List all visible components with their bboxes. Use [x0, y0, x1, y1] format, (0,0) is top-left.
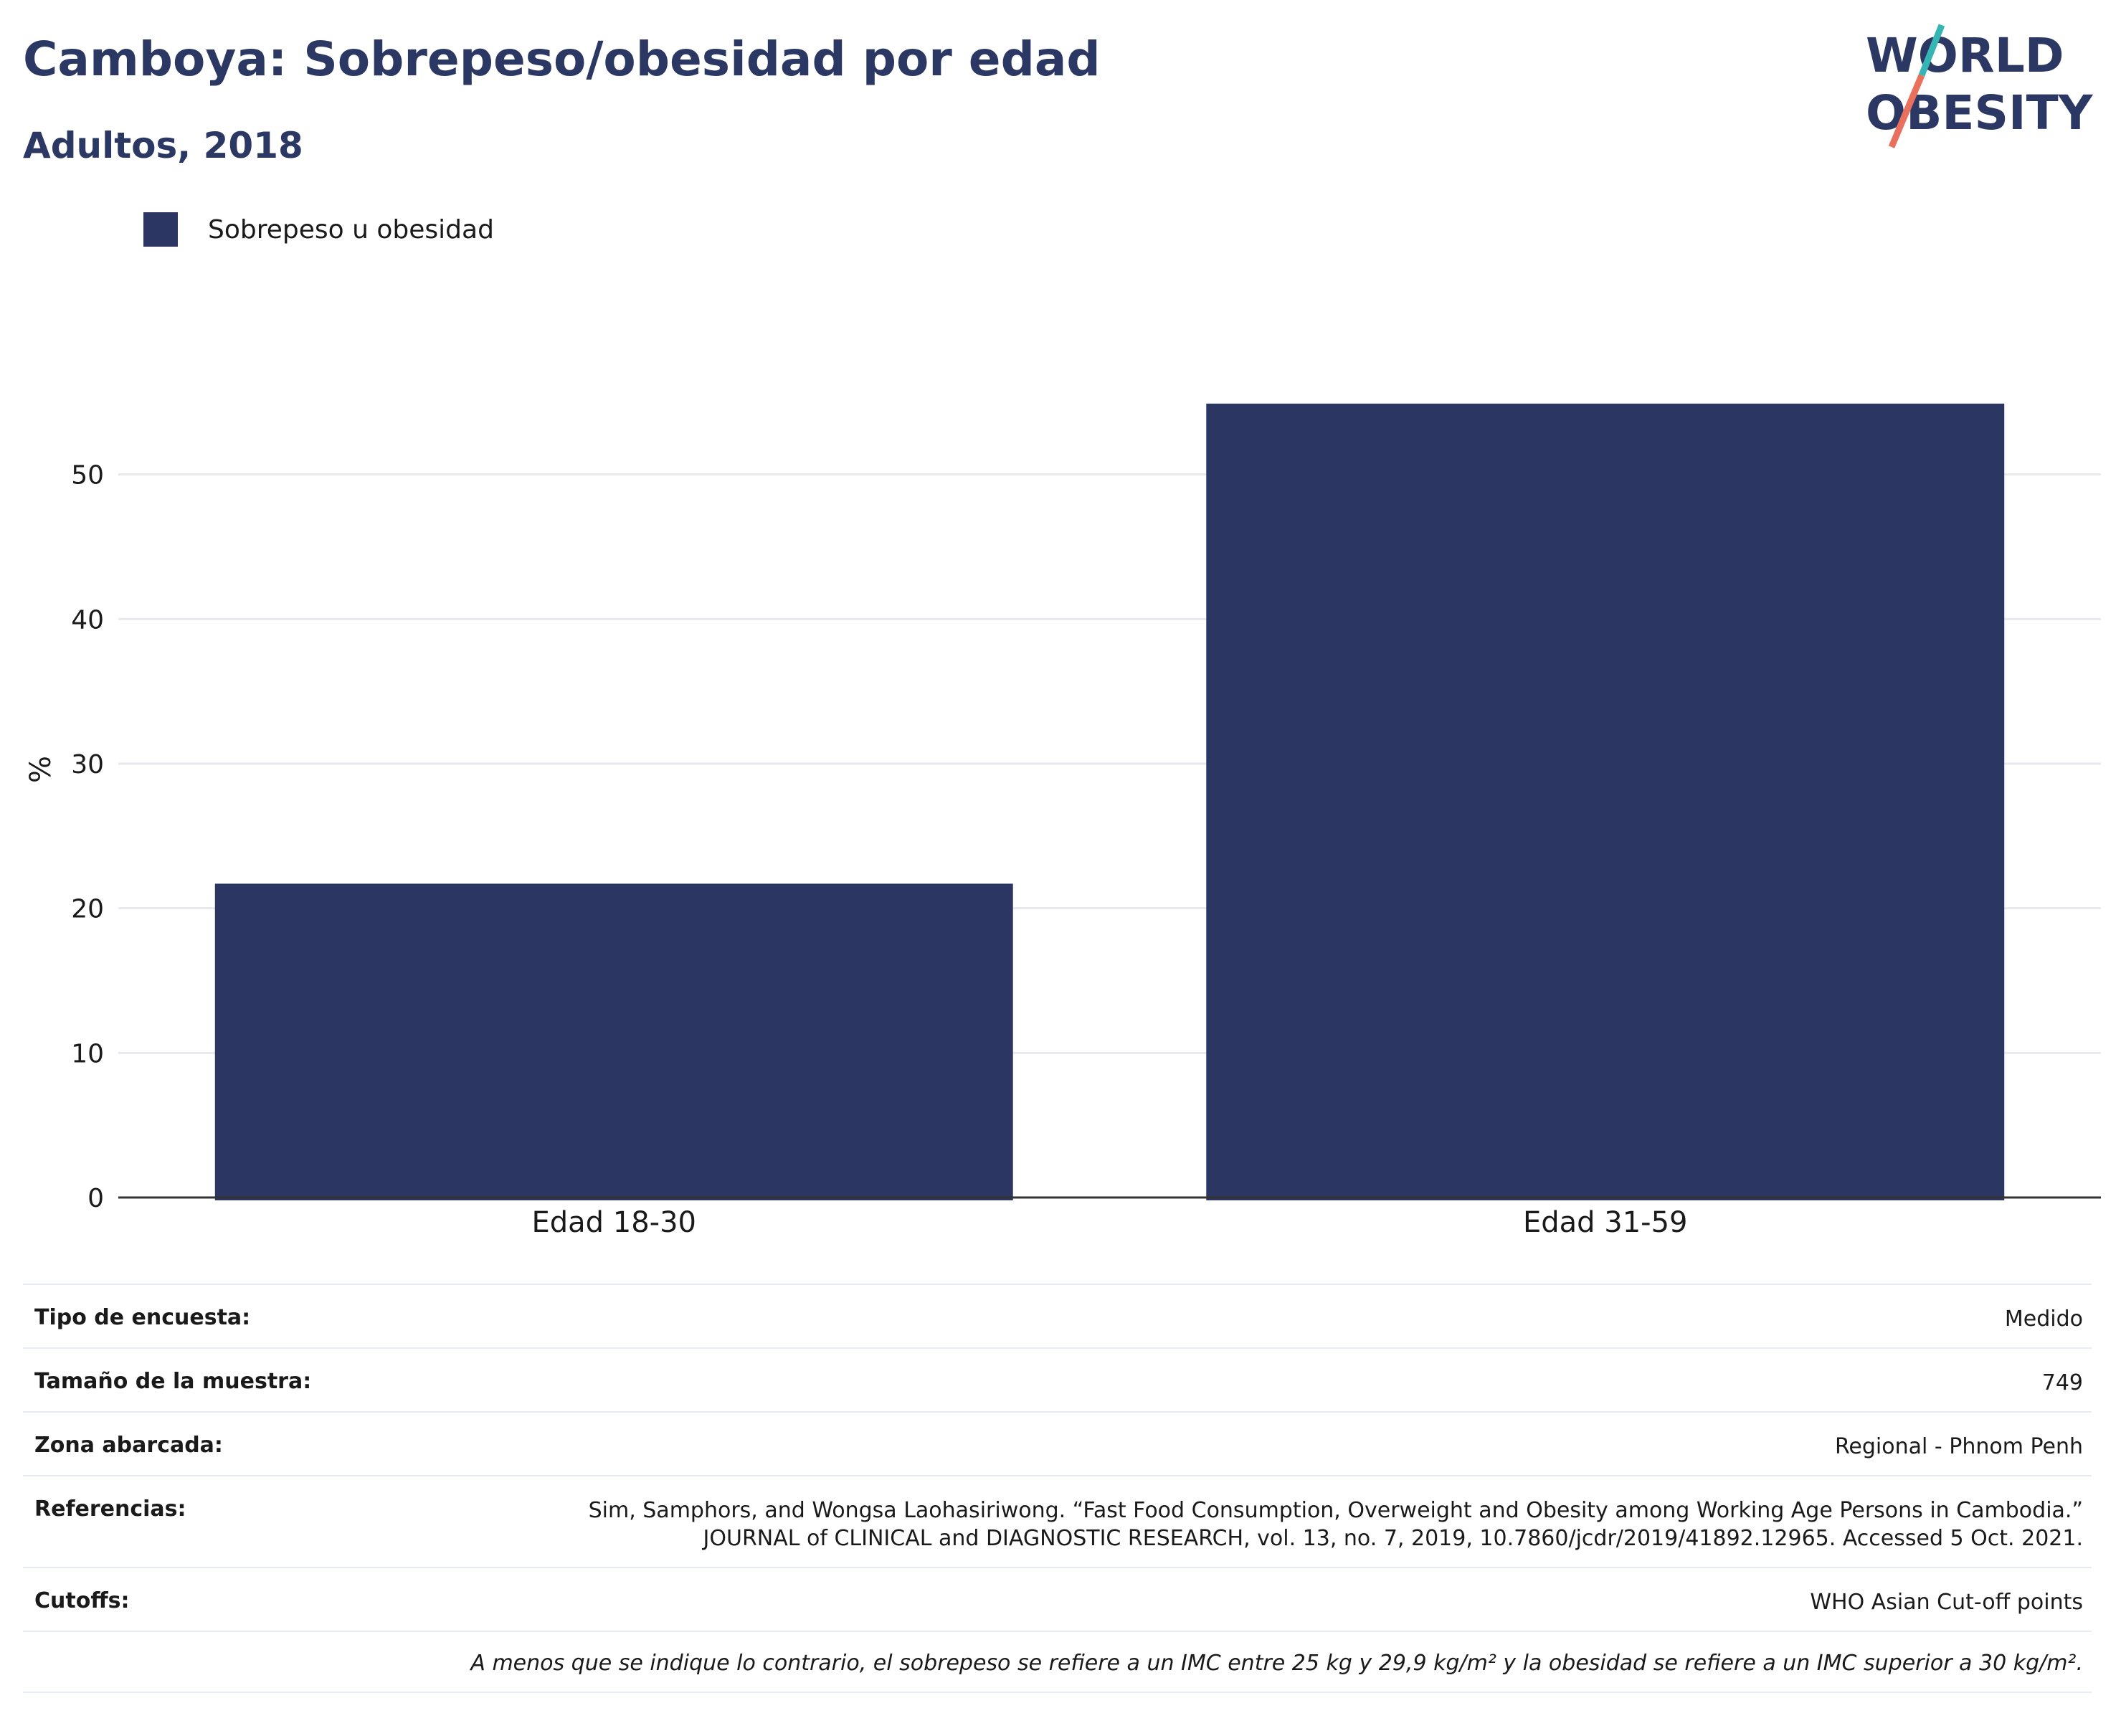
y-tick-label: 40 — [71, 605, 104, 635]
logo-accent-teal — [1918, 24, 1945, 77]
legend-swatch — [143, 212, 178, 247]
info-row-survey-type: Tipo de encuesta: Medido — [23, 1284, 2092, 1347]
info-table: Tipo de encuesta: Medido Tamaño de la mu… — [23, 1284, 2092, 1693]
info-key: Referencias: — [34, 1497, 186, 1522]
info-row-sample-size: Tamaño de la muestra: 749 — [23, 1347, 2092, 1411]
x-tick-label: Edad 31-59 — [1523, 1206, 1688, 1239]
bar — [214, 883, 1013, 1200]
y-tick-label: 50 — [71, 461, 104, 490]
y-tick-label: 30 — [71, 750, 104, 779]
info-key: Zona abarcada: — [34, 1433, 223, 1458]
info-value: Medido — [2004, 1306, 2083, 1332]
bar-chart: 0 10 20 30 40 50% Edad 18-30 Edad 31-59 — [24, 403, 2101, 1239]
legend-label: Sobrepeso u obesidad — [208, 214, 494, 245]
info-value: WHO Asian Cut-off points — [1810, 1590, 2083, 1615]
info-row-references: Referencias: Sim, Samphors, and Wongsa L… — [23, 1475, 2092, 1567]
x-tick-label: Edad 18-30 — [531, 1206, 696, 1239]
chart-title: Camboya: Sobrepeso/obesidad por edad — [23, 32, 1101, 87]
info-key: Tipo de encuesta: — [34, 1305, 251, 1330]
bar — [1206, 403, 2005, 1200]
info-row-coverage: Zona abarcada: Regional - Phnom Penh — [23, 1411, 2092, 1475]
info-row-cutoffs: Cutoffs: WHO Asian Cut-off points — [23, 1567, 2092, 1631]
chart-subtitle: Adultos, 2018 — [23, 125, 303, 166]
y-tick-label: 0 — [87, 1184, 104, 1213]
info-value: Regional - Phnom Penh — [1834, 1434, 2083, 1459]
info-value: 749 — [2041, 1370, 2083, 1395]
footnote: A menos que se indique lo contrario, el … — [23, 1631, 2092, 1693]
world-obesity-logo: WORLD OBESITY — [1866, 24, 2094, 148]
info-key: Tamaño de la muestra: — [34, 1369, 312, 1394]
logo-accent-coral — [1888, 74, 1925, 148]
info-key: Cutoffs: — [34, 1588, 130, 1613]
info-value: Sim, Samphors, and Wongsa Laohasiriwong.… — [588, 1498, 2083, 1551]
y-axis-label: % — [24, 756, 57, 783]
y-tick-label: 20 — [71, 895, 104, 924]
chart-legend: Sobrepeso u obesidad — [143, 212, 494, 247]
y-tick-label: 10 — [71, 1039, 104, 1068]
logo-line1: WORLD — [1866, 28, 2064, 83]
